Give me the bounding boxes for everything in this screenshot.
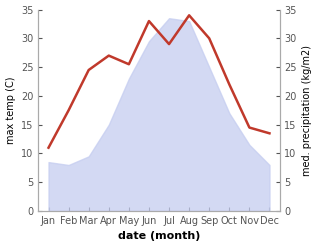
X-axis label: date (month): date (month) — [118, 231, 200, 242]
Y-axis label: max temp (C): max temp (C) — [5, 77, 16, 144]
Y-axis label: med. precipitation (kg/m2): med. precipitation (kg/m2) — [302, 45, 313, 176]
